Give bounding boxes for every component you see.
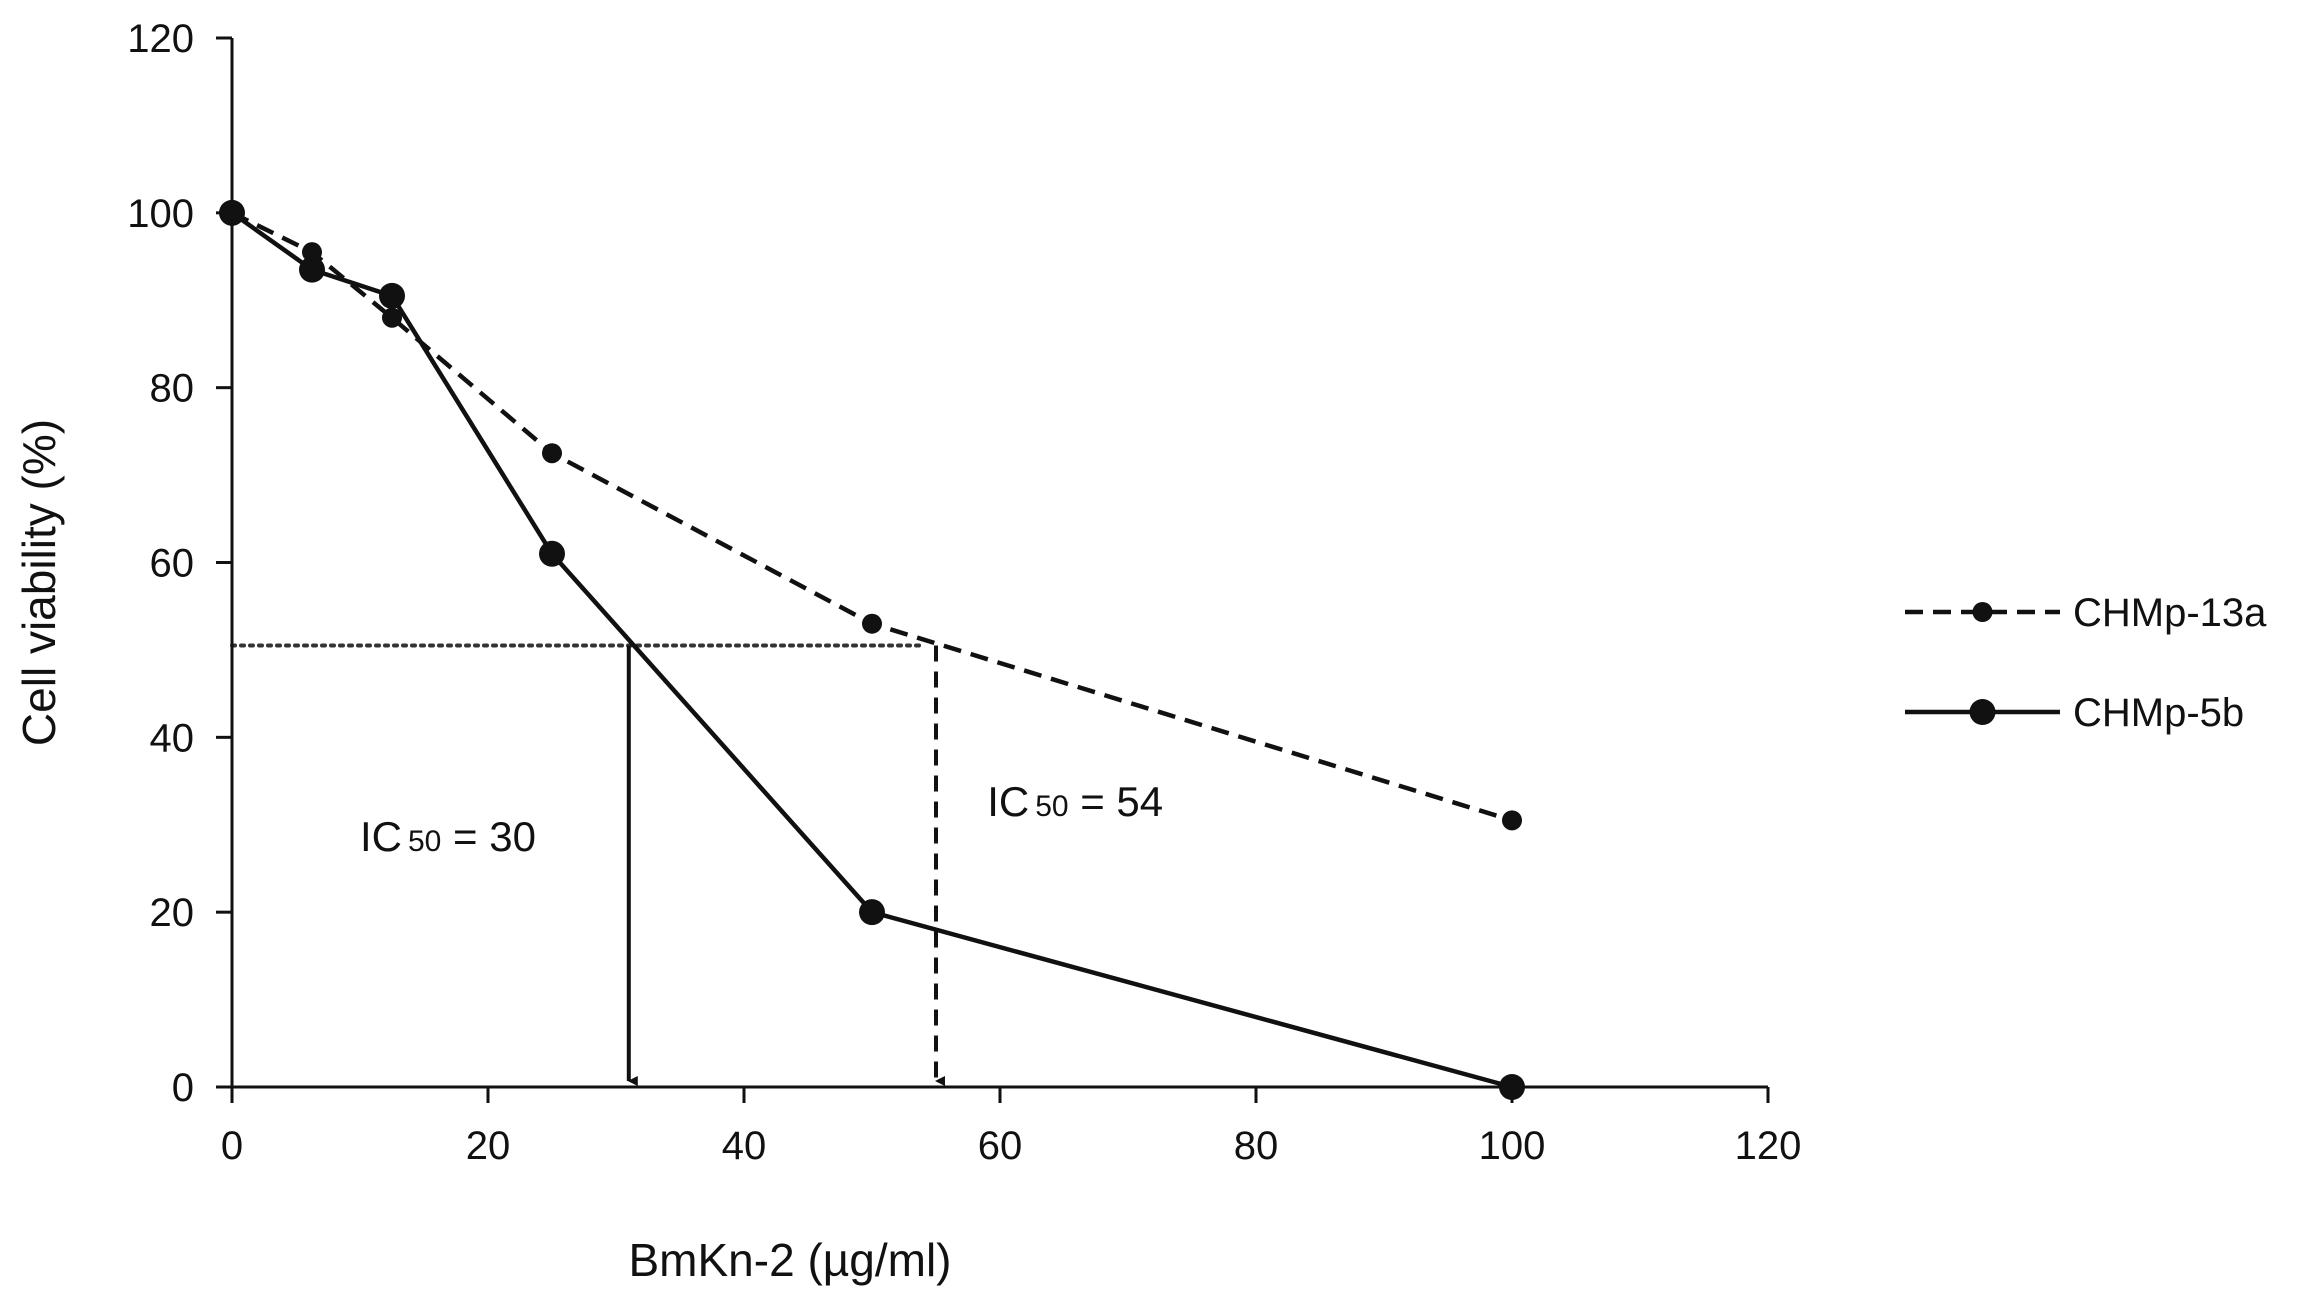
y-tick-label: 120 xyxy=(127,17,194,61)
legend-label-chmp-13a: CHMp-13a xyxy=(2073,591,2267,635)
x-tick-label: 60 xyxy=(978,1124,1023,1168)
x-tick-label: 40 xyxy=(722,1124,767,1168)
ic50-value: = 54 xyxy=(1069,778,1164,825)
legend-marker-chmp-5b xyxy=(1969,699,1996,725)
x-tick-label: 100 xyxy=(1479,1124,1546,1168)
data-point-chmp-13a xyxy=(382,307,402,328)
data-point-chmp-5b xyxy=(539,540,565,567)
data-point-chmp-5b xyxy=(379,282,405,309)
x-tick-label: 120 xyxy=(1735,1124,1802,1168)
y-tick-label: 20 xyxy=(150,891,195,935)
legend-label-chmp-5b: CHMp-5b xyxy=(2073,691,2244,735)
x-tick-label: 80 xyxy=(1234,1124,1279,1168)
x-tick-label: 20 xyxy=(466,1124,511,1168)
series-line-chmp-5b xyxy=(230,210,1513,1090)
y-tick-label: 80 xyxy=(150,367,195,411)
data-point-chmp-13a xyxy=(542,443,562,464)
y-tick-label: 40 xyxy=(150,716,195,760)
data-point-chmp-13a xyxy=(862,613,882,634)
ic50-annotation: IC 50 = 54 xyxy=(987,778,1163,825)
ic50-subscript: 50 xyxy=(408,825,441,858)
x-axis-title: BmKn-2 (µg/ml) xyxy=(629,1234,952,1286)
ic50-value: = 30 xyxy=(441,813,536,860)
data-point-chmp-13a xyxy=(302,242,322,263)
ic50-annotation: IC 50 = 30 xyxy=(360,813,536,860)
ic50-prefix: IC xyxy=(360,813,402,860)
data-point-chmp-13a xyxy=(1502,810,1522,831)
y-axis-title: Cell viability (%) xyxy=(13,419,65,746)
ic50-subscript: 50 xyxy=(1035,790,1068,823)
ic50-prefix: IC xyxy=(987,778,1029,825)
series-line-chmp-13a xyxy=(231,210,1513,823)
data-point-chmp-5b xyxy=(299,256,325,283)
data-point-chmp-5b xyxy=(859,899,885,926)
y-tick-label: 0 xyxy=(172,1066,194,1110)
y-tick-label: 60 xyxy=(150,542,195,586)
legend-marker-chmp-13a xyxy=(1972,602,1993,622)
x-tick-label: 0 xyxy=(221,1124,243,1168)
y-tick-label: 100 xyxy=(127,192,194,236)
